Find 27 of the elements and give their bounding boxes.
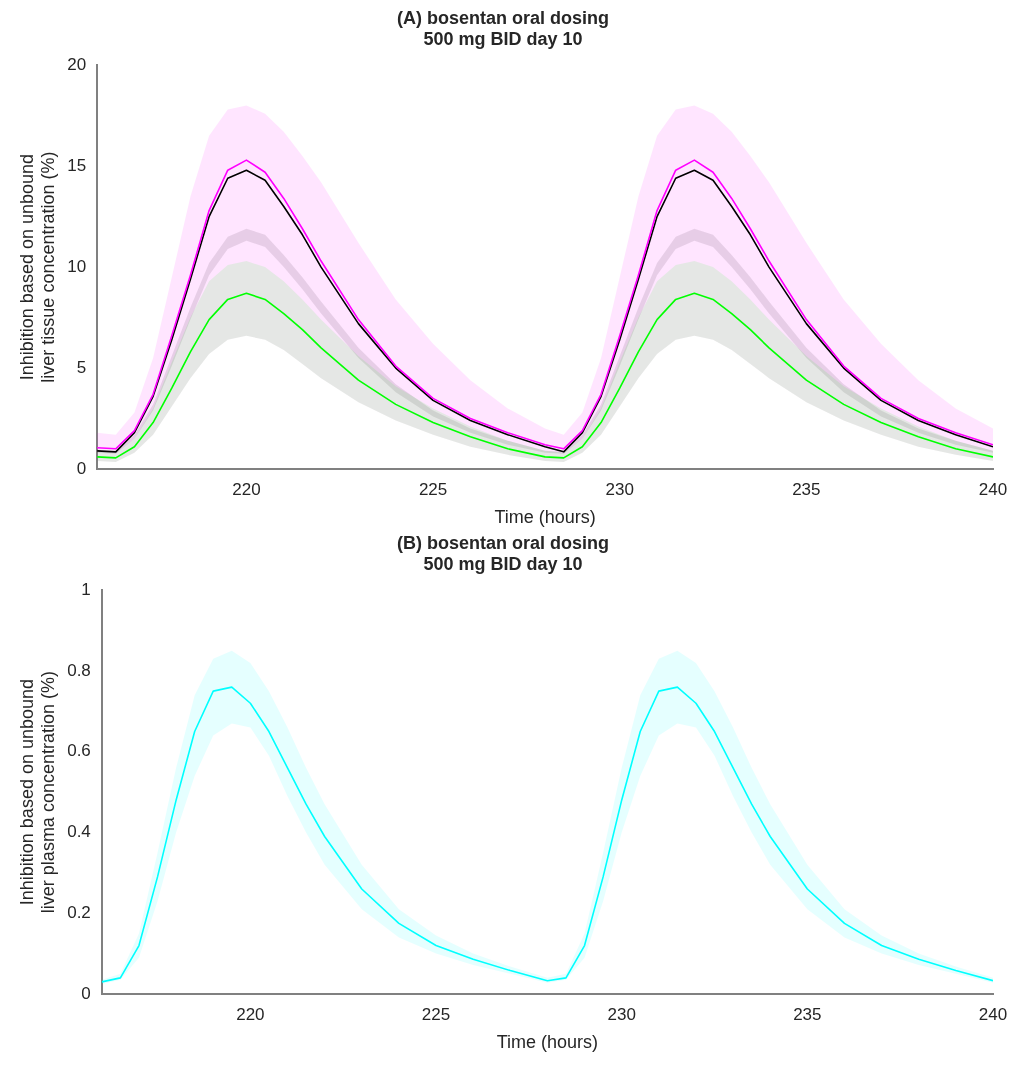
y-tick-label: 0.4 [67,822,91,842]
x-tick-label: 220 [232,479,261,499]
x-axis-title: Time (hours) [494,507,596,528]
x-tick-label: 240 [978,1004,1008,1024]
y-tick-label: 1 [81,579,91,599]
y-axis-title: Inhibition based on unbound liver plasma concentration (%) [16,671,59,914]
chart-title: (A) bosentan oral dosing 500 mg BID day 10 [396,7,610,50]
chart-title: (B) bosentan oral dosing 500 mg BID day 10 [396,532,610,575]
x-tick-label: 235 [793,1004,822,1024]
x-tick-label: 230 [607,1004,636,1024]
y-axis-title: Inhibition based on unbound liver tissue concentration (%) [16,151,59,383]
y-tick-label: 15 [67,155,87,175]
x-tick-label: 235 [792,479,821,499]
y-tick-label: 10 [67,256,87,276]
y-tick-label: 0 [81,983,91,1003]
y-tick-label: 0.2 [67,902,91,922]
x-tick-label: 220 [236,1004,265,1024]
x-axis-title: Time (hours) [496,1032,599,1053]
x-tick-label: 230 [605,479,634,499]
x-tick-label: 225 [418,479,448,499]
y-tick-label: 5 [76,357,87,377]
y-tick-label: 0.6 [67,741,91,761]
y-tick-label: 20 [67,54,87,74]
x-tick-label: 240 [978,479,1008,499]
y-tick-label: 0.8 [67,660,91,680]
x-tick-label: 225 [421,1004,451,1024]
y-tick-label: 0 [76,458,87,478]
